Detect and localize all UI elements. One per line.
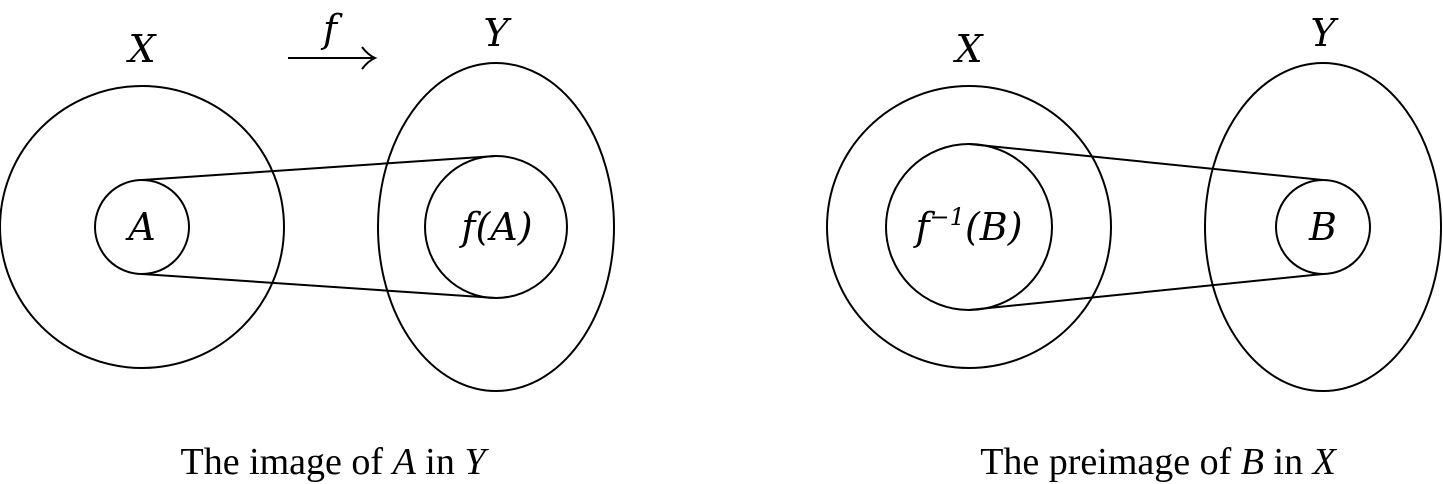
mapping-line-top	[141, 155, 497, 181]
set-y-ellipse	[1204, 62, 1442, 392]
image-caption-space: Y	[464, 441, 489, 483]
subset-a-label: A	[125, 205, 155, 249]
preimage-caption-prefix: The preimage of	[980, 441, 1241, 483]
preimage-argument: (B)	[965, 205, 1023, 249]
preimage-exponent: −1	[930, 203, 965, 231]
image-caption-middle: in	[416, 441, 465, 483]
mapping-line-bottom	[968, 273, 1324, 311]
image-fa-label: f(A)	[458, 205, 532, 249]
subset-b-label: B	[1308, 205, 1337, 249]
set-y-label: Y	[483, 11, 512, 55]
set-x-circle	[0, 85, 285, 369]
image-caption-subset: A	[390, 441, 417, 483]
set-y-ellipse	[377, 62, 615, 392]
preimage-caption-subset: B	[1241, 441, 1264, 483]
preimage-diagram: X Y f−1(B) B The preimage of B in X	[826, 11, 1442, 483]
preimage-label: f−1(B)	[912, 203, 1022, 249]
image-caption-prefix: The image of	[180, 441, 392, 483]
function-arrow-head-icon	[361, 46, 378, 70]
set-x-circle	[826, 85, 1112, 369]
set-y-label: Y	[1310, 11, 1339, 55]
function-label: f	[320, 7, 343, 51]
mapping-line-top	[968, 143, 1324, 181]
preimage-caption: The preimage of B in X	[980, 441, 1337, 483]
set-x-label: X	[125, 27, 157, 71]
image-diagram: X Y f A f(A) The image of A in Y	[0, 7, 615, 483]
set-x-label: X	[952, 27, 984, 71]
mapping-line-bottom	[141, 273, 497, 299]
preimage-caption-middle: in	[1264, 441, 1313, 483]
image-caption: The image of A in Y	[180, 441, 489, 483]
preimage-caption-space: X	[1311, 441, 1338, 483]
